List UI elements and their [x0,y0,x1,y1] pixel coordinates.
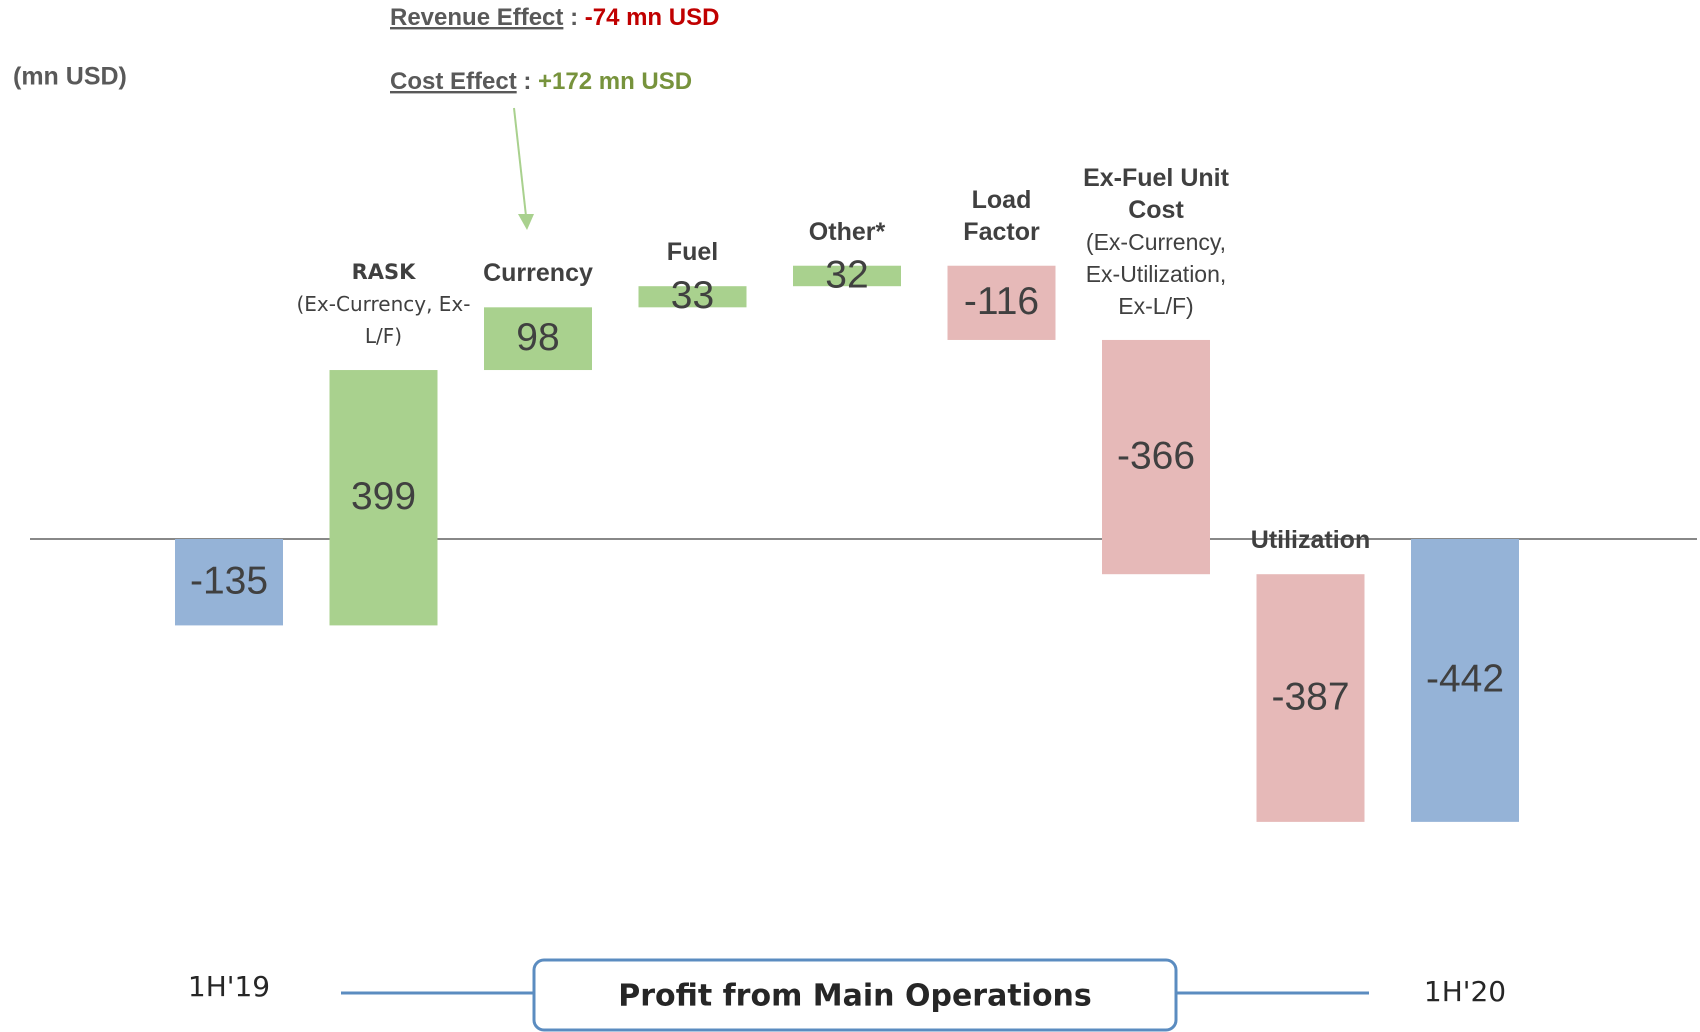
bar [793,265,901,287]
separator: : [523,68,531,95]
category-label: 1H'20 [1424,975,1506,1008]
value-label: 98 [516,316,559,359]
bar [175,539,283,626]
cost-effect: Cost Effect : +172 mn USD [390,68,692,95]
bar [484,307,592,371]
arrow-head [518,214,534,230]
bracket-box [532,958,1178,1032]
category-note: (Ex-Currency, Ex-Utilization, Ex-L/F) [1085,228,1227,319]
value-label: -116 [964,280,1039,323]
value-label: -442 [1426,658,1504,701]
category-label: Load Factor [947,184,1057,248]
value-label: -387 [1271,675,1349,718]
value-label: 399 [351,475,416,518]
category-name: Load Factor [963,185,1040,246]
unit-label: (mn USD) [13,63,127,91]
bar [947,265,1056,340]
bracket-label: Profit from Main Operations [618,979,1092,1014]
category-label: Fuel [623,236,763,268]
category-name: Other* [808,217,886,246]
category-label: Currency [458,257,618,289]
category-name: RASK [351,260,416,285]
value-label: 32 [825,253,868,296]
category-name: Currency [483,259,593,288]
value-label: -366 [1117,434,1195,477]
revenue-effect-value: -74 mn USD [585,4,720,31]
arrow-line [513,107,527,217]
category-label: Other* [777,216,917,248]
category-label: Utilization [1231,524,1391,556]
revenue-effect: Revenue Effect : -74 mn USD [390,4,719,31]
cost-effect-value: +172 mn USD [538,68,692,95]
category-label: RASK (Ex-Currency, Ex-L/F) [284,256,484,352]
category-label: Ex-Fuel Unit Cost (Ex-Currency, Ex-Utiliz… [1069,162,1244,322]
category-name: Ex-Fuel Unit Cost [1083,163,1229,224]
category-name: Utilization [1250,526,1371,555]
separator: : [570,4,578,31]
bar [329,370,438,626]
category-label: 1H'19 [188,970,270,1003]
bar [638,286,747,308]
bar [1256,574,1365,822]
category-name: Fuel [666,238,719,267]
value-label: 33 [671,274,714,317]
bar [1411,539,1519,822]
cost-effect-label: Cost Effect [390,68,517,95]
value-label: -135 [190,559,268,602]
bar [1102,339,1210,575]
category-note: (Ex-Currency, Ex-L/F) [296,292,471,349]
revenue-effect-label: Revenue Effect [390,4,563,31]
